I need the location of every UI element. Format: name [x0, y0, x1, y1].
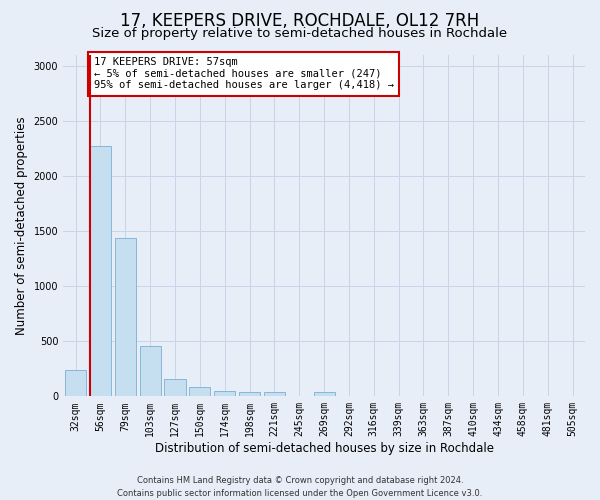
Bar: [115, 238, 136, 396]
Text: Contains HM Land Registry data © Crown copyright and database right 2024.
Contai: Contains HM Land Registry data © Crown c…: [118, 476, 482, 498]
Bar: [314, 392, 335, 396]
Bar: [140, 346, 161, 397]
Bar: [189, 387, 211, 396]
Bar: [239, 392, 260, 396]
Bar: [214, 392, 235, 396]
Text: 17, KEEPERS DRIVE, ROCHDALE, OL12 7RH: 17, KEEPERS DRIVE, ROCHDALE, OL12 7RH: [121, 12, 479, 30]
Y-axis label: Number of semi-detached properties: Number of semi-detached properties: [15, 116, 28, 335]
Bar: [164, 380, 185, 396]
Bar: [65, 370, 86, 396]
Text: Size of property relative to semi-detached houses in Rochdale: Size of property relative to semi-detach…: [92, 28, 508, 40]
Bar: [90, 146, 111, 396]
Text: 17 KEEPERS DRIVE: 57sqm
← 5% of semi-detached houses are smaller (247)
95% of se: 17 KEEPERS DRIVE: 57sqm ← 5% of semi-det…: [94, 57, 394, 90]
X-axis label: Distribution of semi-detached houses by size in Rochdale: Distribution of semi-detached houses by …: [155, 442, 494, 455]
Bar: [264, 392, 285, 396]
